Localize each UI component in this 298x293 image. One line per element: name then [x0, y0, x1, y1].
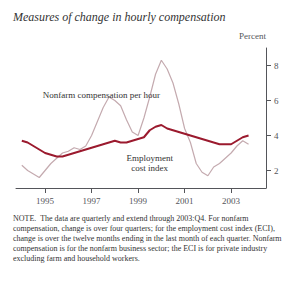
svg-text:Percent: Percent: [239, 31, 266, 41]
svg-text:Measures of change in hourly c: Measures of change in hourly compensatio…: [12, 10, 226, 24]
svg-text:2001: 2001: [176, 196, 194, 206]
svg-text:2: 2: [274, 166, 279, 176]
svg-text:1999: 1999: [129, 196, 148, 206]
svg-text:compensation is for the nonfar: compensation is for the nonfarm business…: [13, 244, 269, 253]
svg-text:1997: 1997: [83, 196, 102, 206]
svg-text:4: 4: [274, 131, 279, 141]
svg-text:NOTE. The data are quarterly: NOTE. The data are quarterly and extend …: [13, 214, 251, 223]
svg-text:8: 8: [274, 61, 279, 71]
svg-text:cost index: cost index: [131, 163, 168, 173]
svg-text:6: 6: [274, 96, 279, 106]
svg-text:Nonfarm compensation per hour: Nonfarm compensation per hour: [43, 90, 160, 100]
svg-text:excluding farm and household w: excluding farm and household workers.: [13, 254, 140, 263]
svg-text:change is over the twelve mont: change is over the twelve months ending …: [13, 234, 284, 243]
svg-text:Employment: Employment: [126, 153, 173, 163]
svg-text:compensation, change is over f: compensation, change is over four quarte…: [13, 224, 277, 233]
svg-text:1995: 1995: [36, 196, 55, 206]
svg-text:2003: 2003: [222, 196, 241, 206]
